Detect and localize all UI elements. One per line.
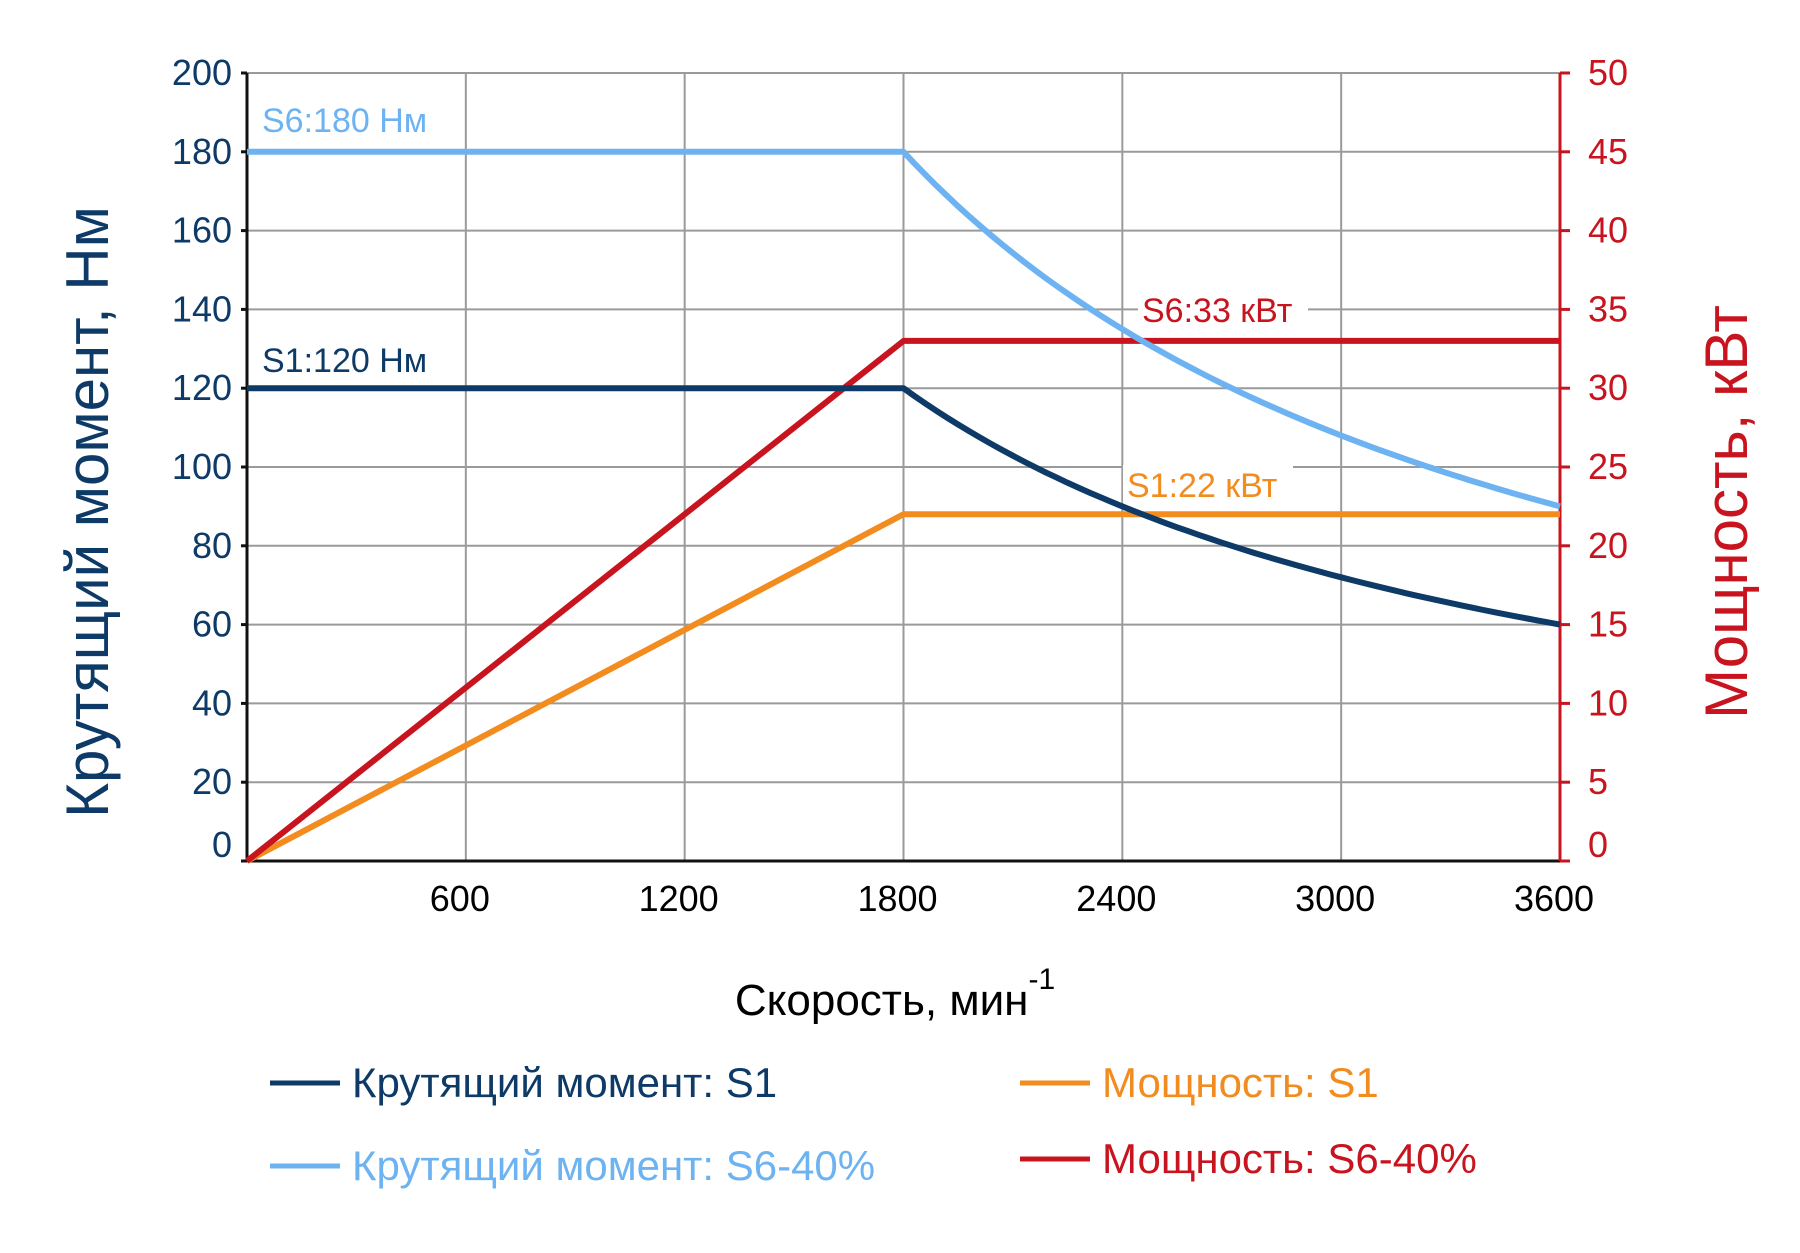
left-tick-label: 0 [212, 824, 232, 865]
grid [247, 72, 1561, 862]
left-tick-label: 60 [192, 604, 232, 645]
series-line-0 [247, 385, 1561, 628]
right-tick-label: 40 [1588, 210, 1628, 251]
x-axis-title: Скорость, мин-1 [735, 963, 1055, 1025]
left-tick-label: 140 [172, 288, 232, 329]
left-tick-label: 100 [172, 446, 232, 487]
left-tick-label: 180 [172, 131, 232, 172]
series-lines [245, 148, 1561, 864]
x-tick-label: 1800 [857, 878, 937, 919]
left-tick-label: 160 [172, 210, 232, 251]
annotation-backdrop [1138, 290, 1308, 328]
right-tick-label: 50 [1588, 52, 1628, 93]
series-line-3 [245, 337, 1560, 864]
left-tick-label: 20 [192, 761, 232, 802]
right-tick-label: 5 [1588, 761, 1608, 802]
x-axis-title-text: Скорость, мин [735, 976, 1029, 1025]
series-line-2 [245, 511, 1560, 864]
left-y-axis-title: Крутящий момент, Нм [54, 206, 121, 818]
left-tick-label: 80 [192, 525, 232, 566]
x-tick-label: 600 [430, 878, 490, 919]
legend-label: Мощность: S6-40% [1102, 1135, 1477, 1182]
annotation-label: S1:22 кВт [1127, 467, 1277, 505]
x-tick-label: 3600 [1514, 878, 1594, 919]
left-tick-label: 120 [172, 367, 232, 408]
legend-label: Крутящий момент: S1 [352, 1059, 777, 1106]
right-tick-label: 0 [1588, 824, 1608, 865]
right-tick-label: 35 [1588, 288, 1628, 329]
legend-label: Мощность: S1 [1102, 1059, 1379, 1106]
left-tick-label: 40 [192, 682, 232, 723]
right-y-axis-title: Мощность, кВт [1693, 305, 1760, 719]
annotations: S6:180 Нм S1:120 Нм S6:33 кВт S1:22 кВт [262, 102, 1308, 505]
right-tick-label: 15 [1588, 604, 1628, 645]
annotation-label: S6:180 Нм [262, 102, 427, 140]
x-axis-title-superscript: -1 [1028, 963, 1055, 996]
axis-labels: Скорость, мин-1 Крутящий момент, Нм Мощн… [54, 206, 1760, 1025]
right-tick-label: 30 [1588, 367, 1628, 408]
right-tick-label: 20 [1588, 525, 1628, 566]
left-tick-label: 200 [172, 52, 232, 93]
x-tick-label: 1200 [639, 878, 719, 919]
annotation-label: S1:120 Нм [262, 342, 427, 380]
series-line-1 [247, 148, 1561, 510]
legend: Крутящий момент: S1 Крутящий момент: S6-4… [270, 1059, 1477, 1189]
annotation-label: S6:33 кВт [1142, 292, 1292, 330]
x-tick-label: 2400 [1076, 878, 1156, 919]
x-tick-label: 3000 [1295, 878, 1375, 919]
legend-label: Крутящий момент: S6-40% [352, 1142, 875, 1189]
axes: 0 20 40 60 80 100 120 140 160 180 200 0 5 10 15 20 25 30 3… [172, 52, 1628, 919]
right-tick-label: 45 [1588, 131, 1628, 172]
annotation-backdrop [1123, 465, 1293, 503]
right-tick-label: 10 [1588, 682, 1628, 723]
right-tick-label: 25 [1588, 446, 1628, 487]
